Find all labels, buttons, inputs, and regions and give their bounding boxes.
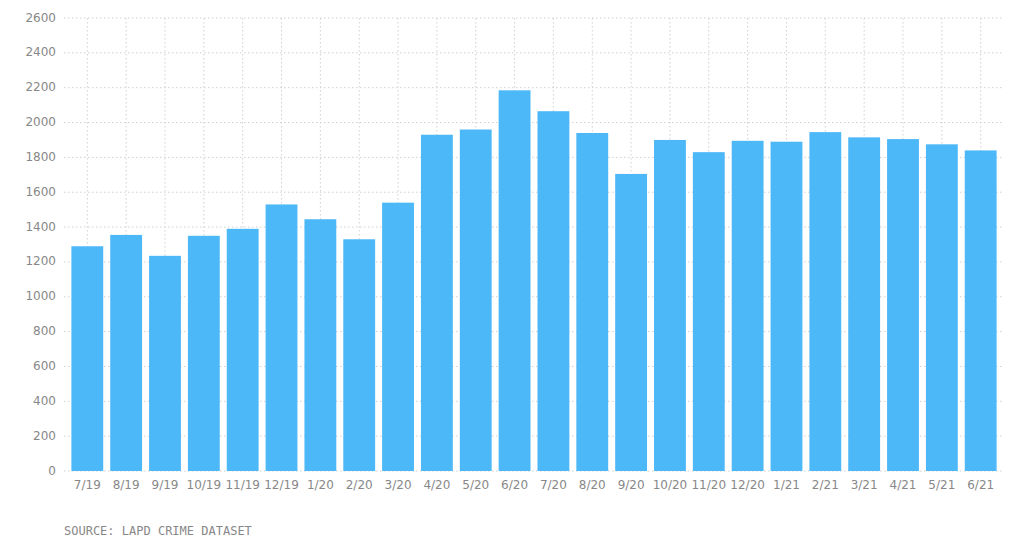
bar xyxy=(654,140,686,471)
chart-container: 0 200 400 600 800 1000 1200 1400 1600 1800 2000 220… xyxy=(0,0,1024,557)
bar xyxy=(227,229,259,471)
x-tick-label: 8/20 xyxy=(579,478,606,492)
bar xyxy=(149,256,181,471)
bar xyxy=(887,139,919,471)
page: {"chart_data": {"type": "bar", "categori… xyxy=(0,0,1024,557)
bar xyxy=(71,246,103,471)
x-tick-label: 5/21 xyxy=(928,478,955,492)
bar xyxy=(615,174,647,471)
source-note: SOURCE: LAPD CRIME DATASET xyxy=(64,524,252,538)
bar xyxy=(732,141,764,471)
bar xyxy=(537,111,569,471)
bar xyxy=(693,152,725,471)
bar xyxy=(809,132,841,471)
x-tick-label: 9/20 xyxy=(618,478,645,492)
x-tick-label: 12/20 xyxy=(730,478,765,492)
bar xyxy=(926,144,958,471)
bars xyxy=(71,90,996,471)
x-tick-label: 5/20 xyxy=(462,478,489,492)
x-tick-label: 1/21 xyxy=(773,478,800,492)
y-tick-label: 400 xyxy=(33,394,56,408)
x-tick-label: 3/21 xyxy=(851,478,878,492)
grid xyxy=(64,18,1004,471)
y-tick-label: 1000 xyxy=(25,289,56,303)
y-tick-label: 800 xyxy=(33,324,56,338)
x-tick-label: 6/20 xyxy=(501,478,528,492)
bar xyxy=(343,239,375,471)
x-tick-label: 7/20 xyxy=(540,478,567,492)
y-tick-label: 1400 xyxy=(25,220,56,234)
y-tick-label: 200 xyxy=(33,429,56,443)
bar xyxy=(188,236,220,471)
x-tick-label: 12/19 xyxy=(264,478,299,492)
bar xyxy=(421,135,453,471)
x-tick-label: 4/20 xyxy=(423,478,450,492)
x-tick-label: 7/19 xyxy=(74,478,101,492)
bar xyxy=(771,142,803,471)
bar xyxy=(965,150,997,471)
y-tick-label: 2000 xyxy=(25,115,56,129)
x-tick-label: 3/20 xyxy=(385,478,412,492)
chart-svg: 0 200 400 600 800 1000 1200 1400 1600 1800 2000 220… xyxy=(0,0,1024,557)
x-tick-label: 2/20 xyxy=(346,478,373,492)
x-tick-label: 11/19 xyxy=(225,478,260,492)
y-tick-label: 2200 xyxy=(25,80,56,94)
y-tick-label: 2400 xyxy=(25,45,56,59)
x-tick-label: 11/20 xyxy=(691,478,726,492)
bar xyxy=(266,204,298,471)
x-tick-label: 6/21 xyxy=(967,478,994,492)
bar xyxy=(460,130,492,471)
bar xyxy=(499,90,531,471)
axes: 0 200 400 600 800 1000 1200 1400 1600 1800 2000 220… xyxy=(25,11,994,493)
y-tick-label: 0 xyxy=(48,464,56,478)
bar xyxy=(848,137,880,471)
y-grid-line xyxy=(64,122,1004,123)
y-tick-label: 1600 xyxy=(25,185,56,199)
y-tick-label: 1200 xyxy=(25,254,56,268)
x-tick-label: 1/20 xyxy=(307,478,334,492)
x-tick-label: 10/20 xyxy=(653,478,688,492)
bar xyxy=(110,235,142,471)
x-tick-label: 2/21 xyxy=(812,478,839,492)
y-tick-label: 1800 xyxy=(25,150,56,164)
y-grid-line xyxy=(64,52,1004,53)
y-tick-label: 600 xyxy=(33,359,56,373)
y-tick-label: 2600 xyxy=(25,11,56,25)
x-tick-label: 4/21 xyxy=(890,478,917,492)
bar xyxy=(576,133,608,471)
y-grid-line xyxy=(64,18,1004,19)
bar xyxy=(382,203,414,471)
y-grid-line xyxy=(64,87,1004,88)
x-tick-label: 9/19 xyxy=(152,478,179,492)
x-tick-label: 10/19 xyxy=(187,478,222,492)
x-tick-label: 8/19 xyxy=(113,478,140,492)
annotations: SOURCE: LAPD CRIME DATASET xyxy=(64,524,252,538)
bar xyxy=(304,219,336,471)
